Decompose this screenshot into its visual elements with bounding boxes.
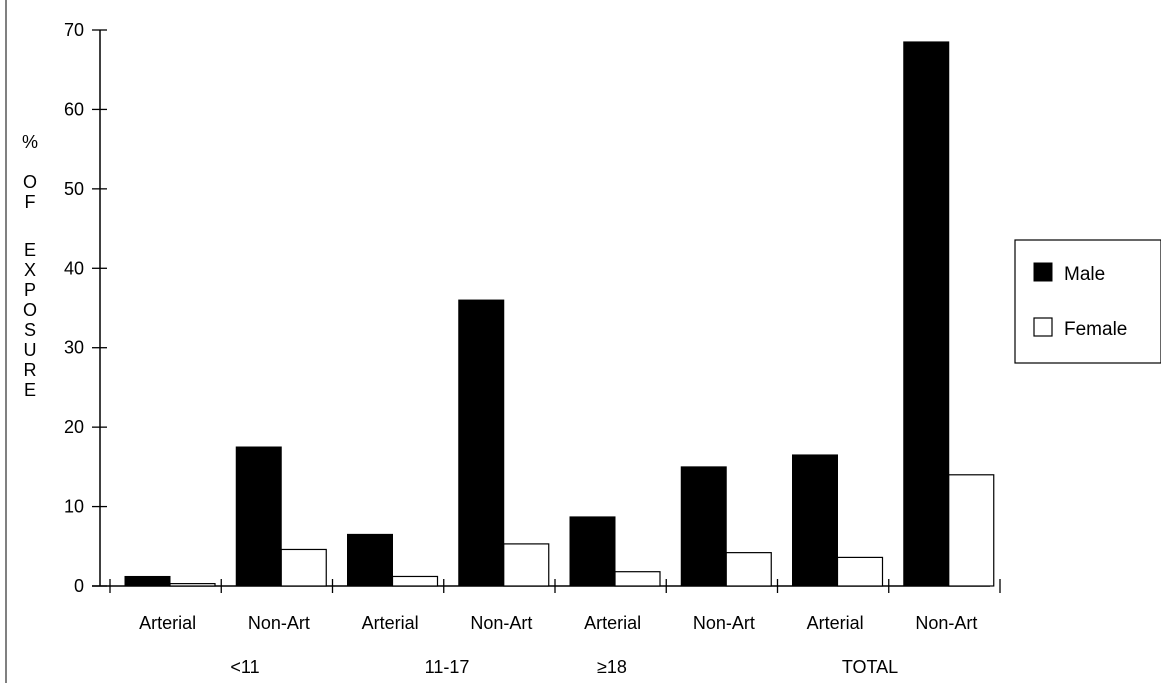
legend-swatch-male [1033,262,1053,282]
y-axis-title-letter: % [22,132,38,152]
legend: Male Female [1014,239,1161,364]
y-tick-label: 60 [64,99,84,119]
y-tick-label: 70 [64,20,84,40]
x-category-label: Non-Art [915,613,977,633]
x-category-label: Non-Art [693,613,755,633]
bar-female [948,474,995,587]
bar-male [458,299,505,587]
x-category-label: Arterial [139,613,196,633]
bar-female [280,548,327,587]
legend-label-male: Male [1064,264,1105,285]
y-axis-title-letter: E [24,240,36,260]
legend-box [1014,239,1161,364]
bar-female [503,543,550,587]
bar-female [169,583,216,587]
x-group-label: TOTAL [842,657,898,677]
y-axis-title-letter: E [24,380,36,400]
bar-male [347,533,393,587]
y-axis-title-letter: R [24,360,37,380]
y-tick-label: 20 [64,417,84,437]
bar-female [836,556,884,587]
category-labels: Arterial Non-Art Arterial Non-Art Arterial No… [139,613,977,677]
bar-female [725,552,772,587]
x-category-label: Arterial [584,613,641,633]
y-axis-title-letter: O [23,172,37,192]
y-tick-label: 10 [64,497,84,517]
y-axis-title-letter: X [24,260,36,280]
x-category-label: Non-Art [248,613,310,633]
axes: 0 10 20 30 40 50 60 70 [64,20,1001,596]
bar-male [680,466,727,587]
legend-label-female: Female [1064,319,1127,340]
y-tick-label: 50 [64,179,84,199]
y-axis-title-letter: F [25,192,36,212]
x-category-label: Arterial [362,613,419,633]
y-tick-label: 40 [64,258,84,278]
y-axis-title-letter: O [23,300,37,320]
bar-male [792,454,838,587]
y-tick-label: 30 [64,338,84,358]
y-tick-label: 0 [74,576,84,596]
bar-male [124,575,171,587]
bar-female [391,575,439,587]
legend-swatch-female [1033,317,1053,337]
bar-male [235,446,282,587]
x-group-label: <11 [230,657,259,677]
x-category-label: Arterial [807,613,864,633]
bar-male [569,516,616,587]
x-category-label: Non-Art [470,613,532,633]
y-axis-title-letter: P [24,280,36,300]
y-axis-title-letter: S [24,320,36,340]
bar-male [903,41,950,587]
x-group-label: ≥18 [597,657,627,677]
x-group-label: 11-17 [425,657,470,677]
y-axis-title-letter: U [24,340,37,360]
bars [124,41,995,587]
bar-female [614,571,661,587]
